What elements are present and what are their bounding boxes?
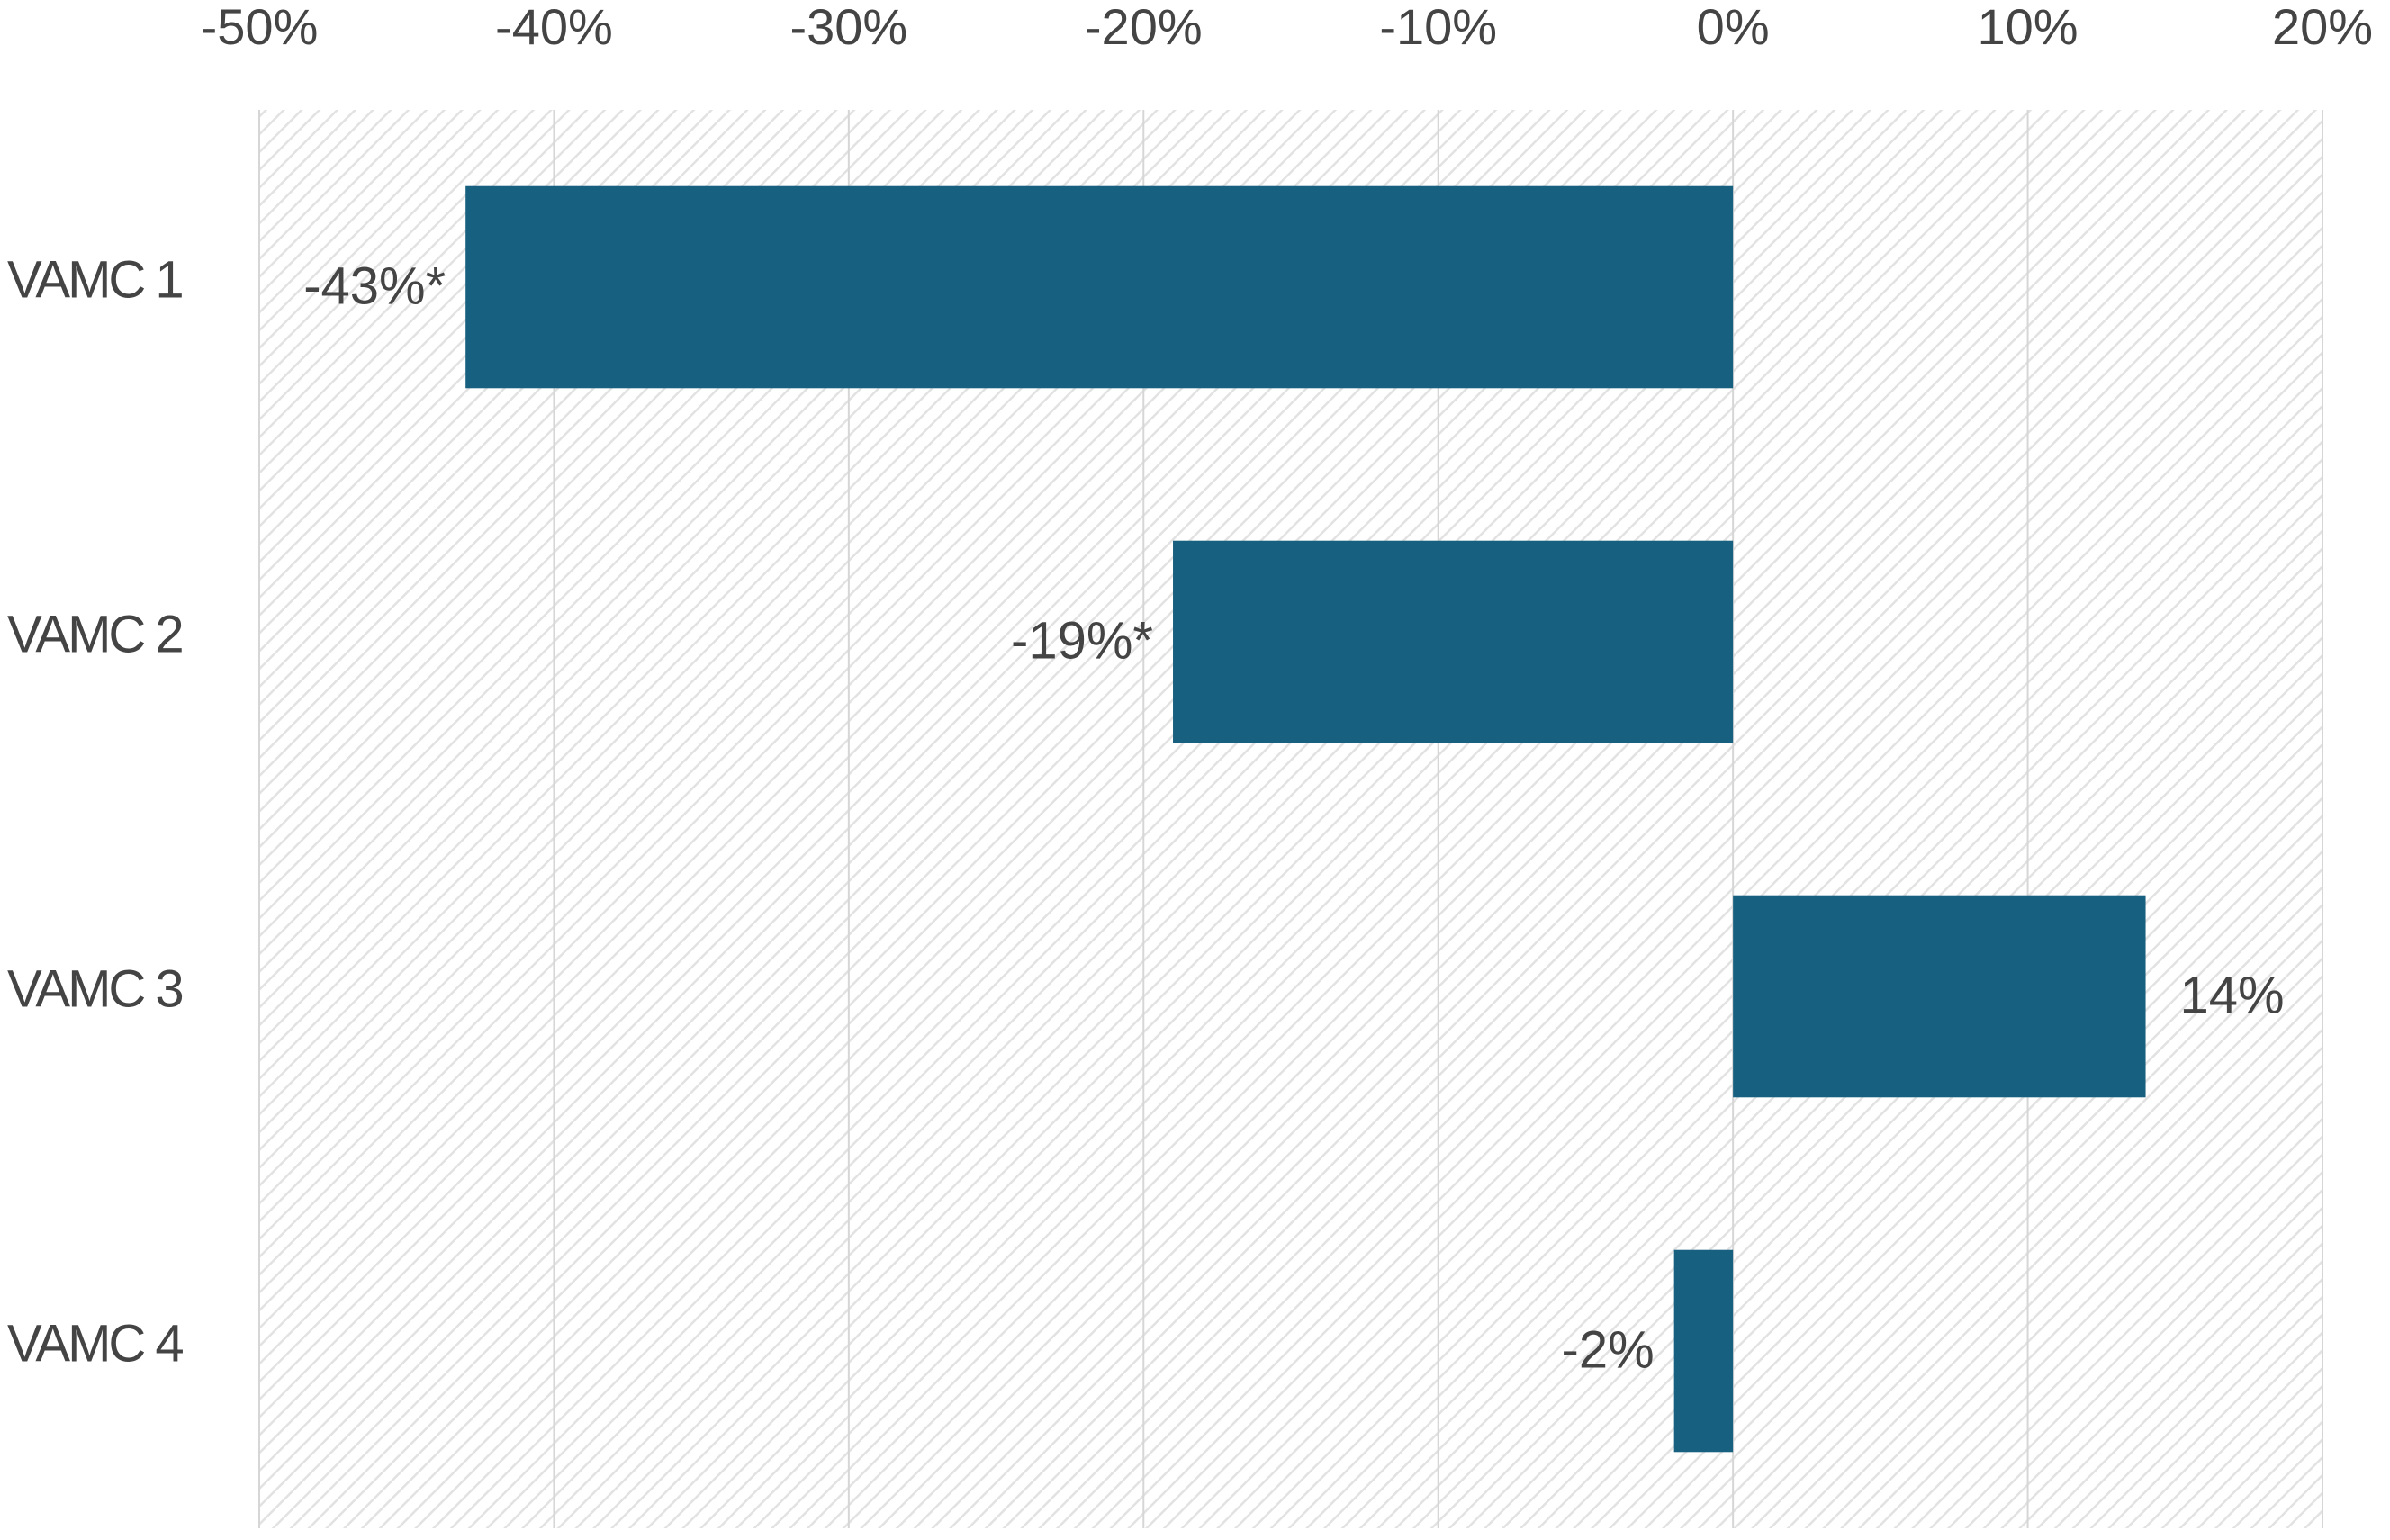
bar	[1673, 1249, 1734, 1453]
value-label: 14%	[2180, 966, 2285, 1024]
y-tick-label: VAMC 3	[7, 959, 182, 1018]
x-tick-label: 0%	[1697, 0, 1770, 55]
bar	[1733, 895, 2146, 1098]
y-tick-label: VAMC 4	[7, 1314, 183, 1373]
value-label: -19%*	[1011, 611, 1153, 670]
y-tick-label: VAMC 2	[7, 605, 182, 663]
x-tick-label: -20%	[1085, 0, 1203, 55]
x-tick-label: 10%	[1978, 0, 2079, 55]
value-label: -43%*	[303, 257, 446, 315]
x-tick-label: -10%	[1379, 0, 1497, 55]
x-tick-label: -30%	[789, 0, 907, 55]
x-tick-label: -50%	[201, 0, 319, 55]
value-label: -2%	[1562, 1320, 1655, 1379]
bar	[465, 185, 1734, 389]
x-tick-label: 20%	[2272, 0, 2373, 55]
y-tick-label: VAMC 1	[7, 250, 182, 309]
bar	[1173, 540, 1734, 743]
x-tick-label: -40%	[495, 0, 613, 55]
